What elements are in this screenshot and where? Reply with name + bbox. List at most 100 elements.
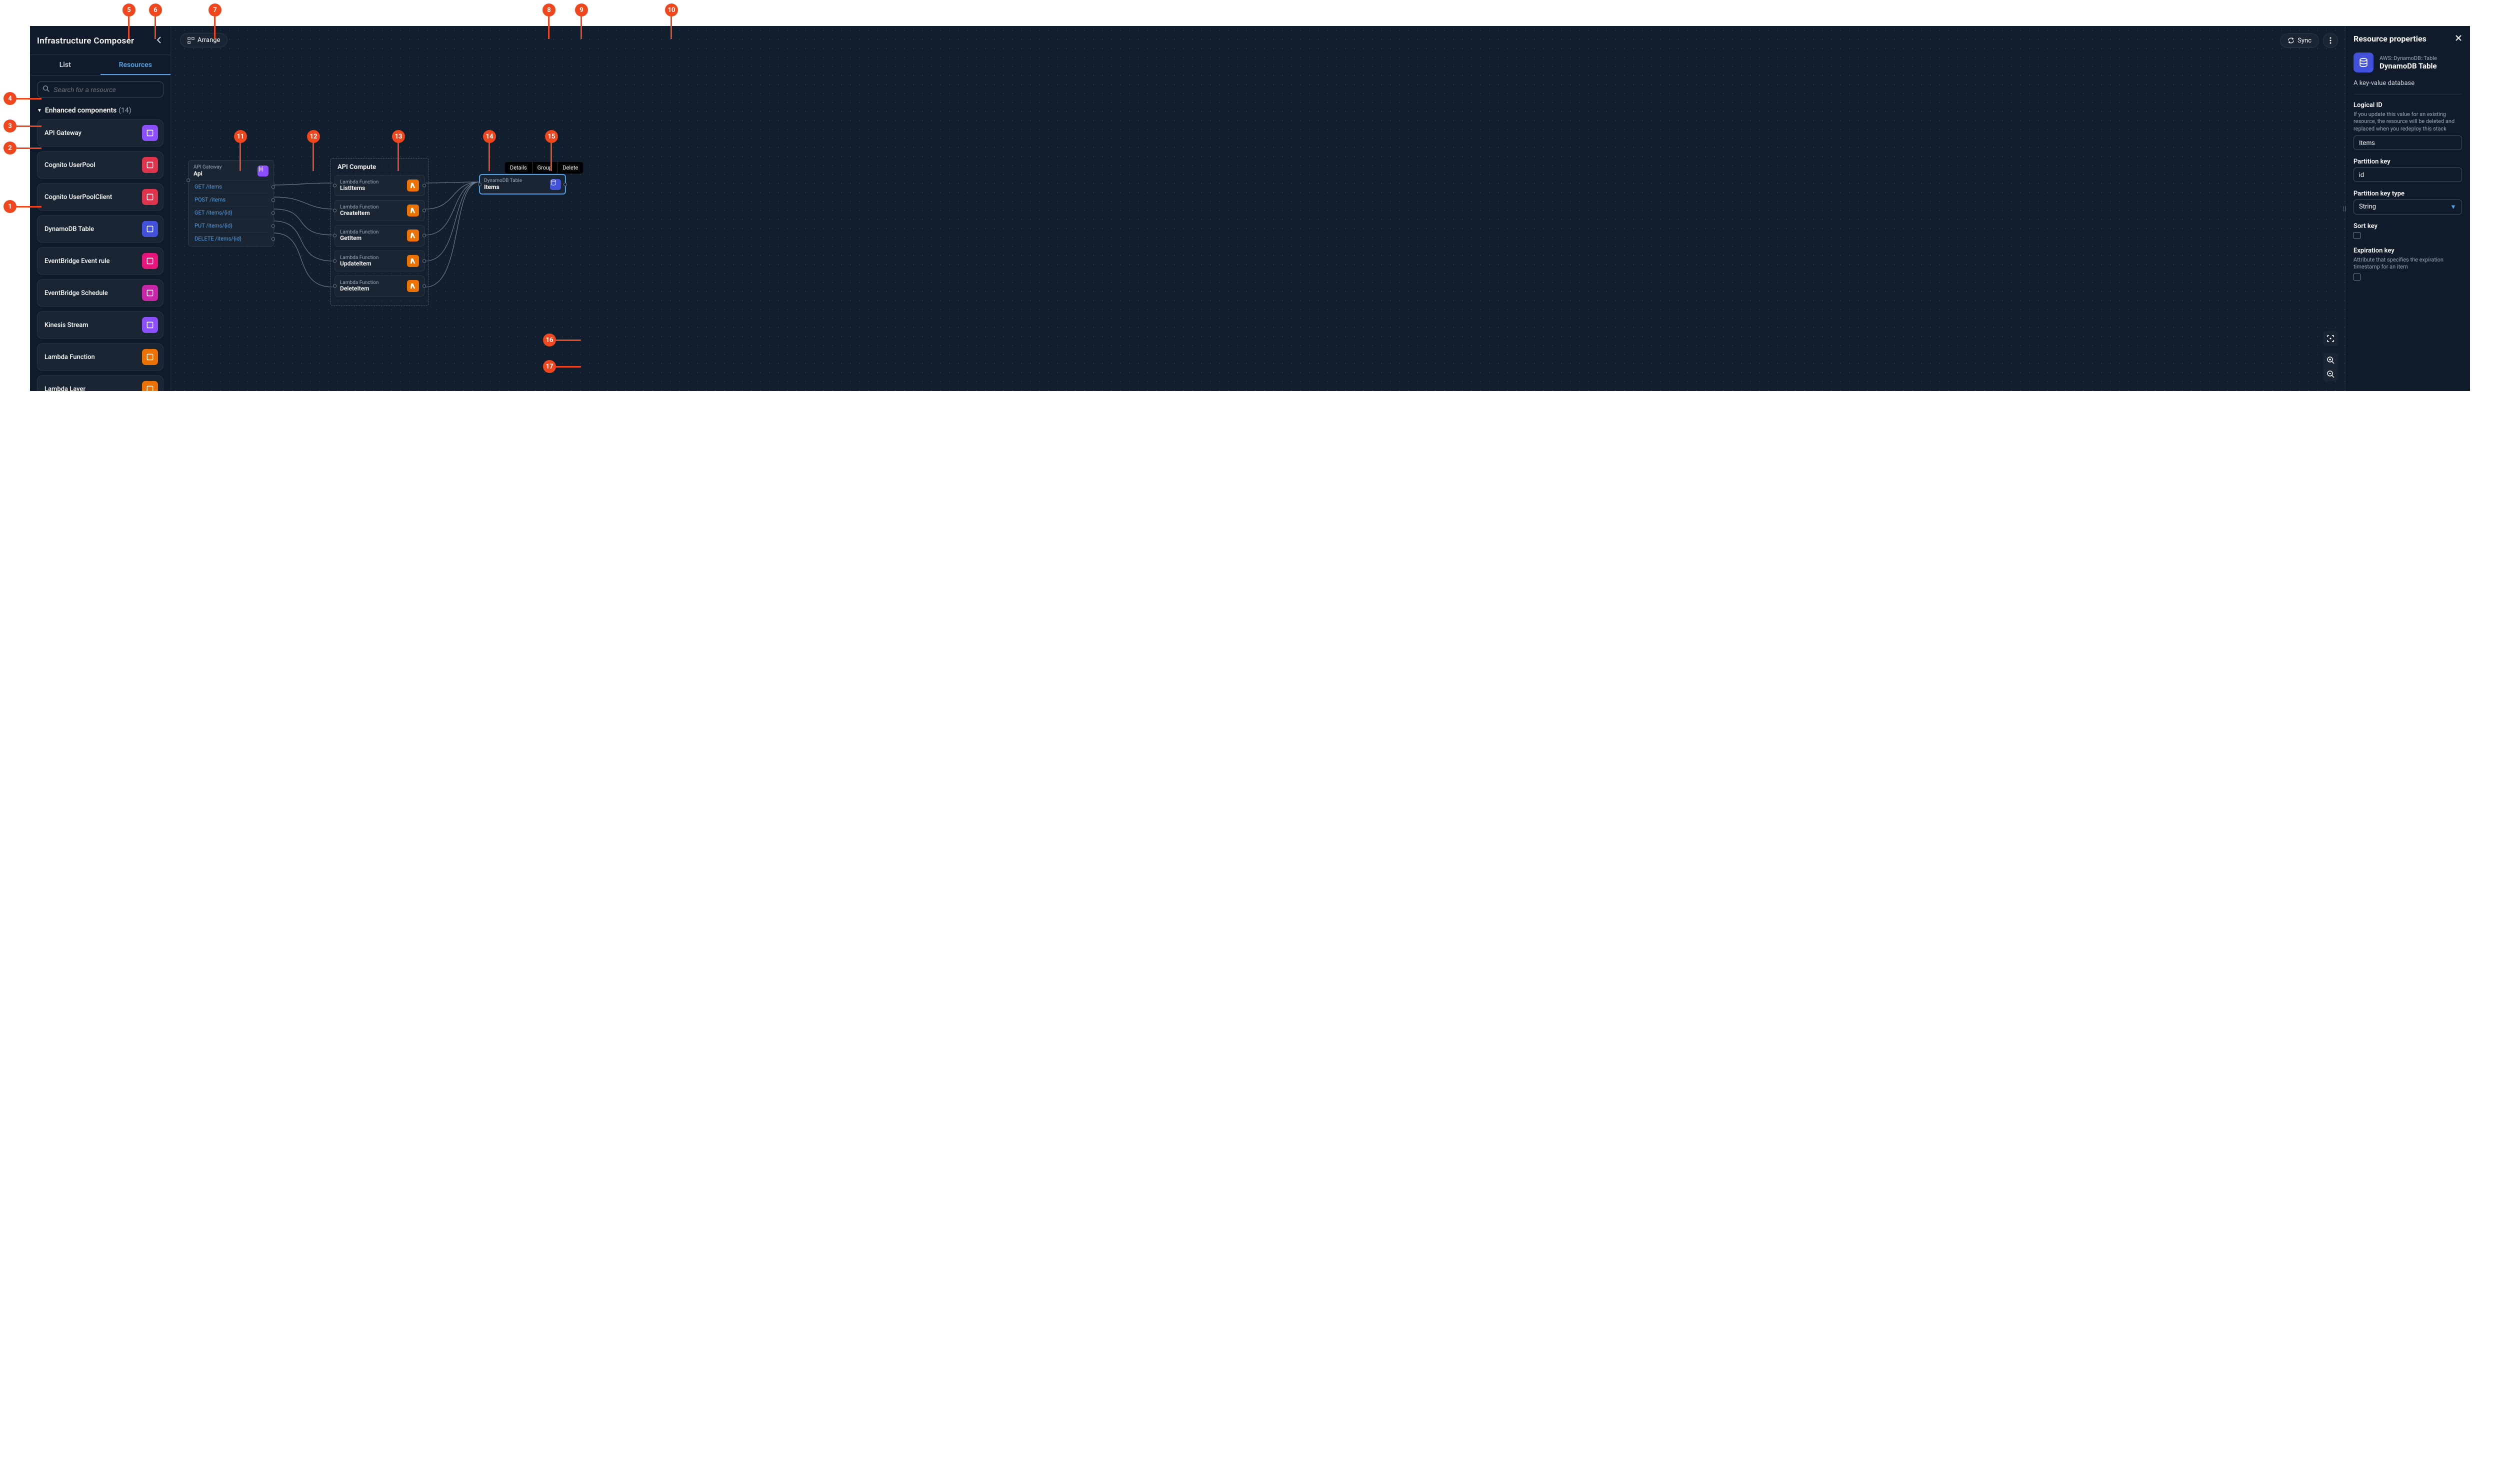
resource-label: Lambda Layer: [44, 386, 86, 392]
port-out[interactable]: [422, 234, 426, 238]
callout-marker: 9: [575, 4, 588, 16]
context-delete[interactable]: Delete: [558, 162, 583, 174]
port-in[interactable]: [478, 182, 482, 186]
resource-item[interactable]: Cognito UserPoolClient: [37, 184, 164, 210]
canvas[interactable]: Arrange Sync: [171, 26, 2345, 391]
partition-key-input[interactable]: [2354, 168, 2462, 182]
api-route[interactable]: GET /items: [192, 180, 270, 193]
callout-marker: 15: [545, 130, 558, 143]
expiration-key-checkbox[interactable]: [2354, 274, 2360, 280]
node-api-gateway[interactable]: API Gateway Api GET /itemsPOST /itemsGET…: [188, 160, 274, 246]
lambda-icon: [407, 204, 419, 216]
api-gateway-icon: [258, 166, 268, 176]
node-group-api-compute[interactable]: API Compute Lambda Function ListItems La…: [330, 158, 429, 306]
partition-key-type-select[interactable]: String ▼: [2354, 200, 2462, 214]
node-dynamodb-table[interactable]: DynamoDB Table Items: [479, 174, 566, 194]
more-menu-button[interactable]: [2323, 33, 2338, 48]
callout-line: [550, 143, 552, 171]
port-in[interactable]: [333, 184, 336, 188]
node-name: ListItems: [340, 185, 403, 192]
close-icon: [2455, 34, 2462, 42]
node-lambda[interactable]: Lambda Function DeleteItem: [334, 276, 424, 296]
port-out[interactable]: [272, 185, 275, 188]
field-label: Partition key: [2354, 158, 2462, 166]
connection-wires: [171, 26, 2345, 391]
chevron-down-icon: ▼: [2450, 203, 2456, 211]
app-title: Infrastructure Composer: [37, 36, 134, 46]
resource-item[interactable]: Lambda Function: [37, 344, 164, 370]
port-in[interactable]: [186, 178, 190, 182]
fit-view-button[interactable]: [2323, 331, 2338, 346]
port-out[interactable]: [272, 211, 275, 214]
callout-line: [580, 16, 582, 39]
callout-marker: 6: [149, 4, 162, 16]
resource-label: Kinesis Stream: [44, 322, 88, 329]
port-in[interactable]: [333, 209, 336, 212]
node-lambda[interactable]: Lambda Function CreateItem: [334, 200, 424, 221]
port-out[interactable]: [272, 198, 275, 202]
panel-resize-handle[interactable]: ||: [2342, 205, 2348, 212]
resource-icon: [142, 349, 158, 365]
resource-item[interactable]: Lambda Layer: [37, 376, 164, 391]
api-route[interactable]: POST /items: [192, 193, 270, 206]
resource-item[interactable]: Kinesis Stream: [37, 312, 164, 338]
arrange-button[interactable]: Arrange: [180, 33, 228, 48]
callout-marker: 4: [4, 92, 16, 105]
logical-id-input[interactable]: [2354, 136, 2462, 150]
field-label: Logical ID: [2354, 102, 2462, 109]
callout-marker: 16: [543, 334, 556, 346]
zoom-in-icon: [2326, 356, 2334, 364]
close-panel-button[interactable]: [2455, 34, 2462, 44]
port-out[interactable]: [422, 284, 426, 288]
field-label: Sort key: [2354, 222, 2462, 230]
api-route[interactable]: GET /items/{id}: [192, 206, 270, 219]
lambda-icon: [407, 180, 419, 192]
node-name: Items: [484, 184, 550, 190]
port-in[interactable]: [333, 284, 336, 288]
context-details[interactable]: Details: [505, 162, 532, 174]
node-lambda[interactable]: Lambda Function ListItems: [334, 175, 424, 196]
search-box[interactable]: [37, 82, 164, 98]
callout-marker: 12: [307, 130, 320, 143]
section-enhanced-components[interactable]: ▼ Enhanced components (14): [30, 102, 170, 120]
resource-icon: [142, 189, 158, 205]
port-out[interactable]: [422, 259, 426, 262]
callout-line: [154, 16, 156, 39]
sort-key-checkbox[interactable]: [2354, 232, 2360, 239]
resource-item[interactable]: EventBridge Schedule: [37, 280, 164, 306]
dynamodb-icon: [2354, 52, 2374, 72]
lambda-icon: [407, 280, 419, 292]
resource-item[interactable]: Cognito UserPool: [37, 152, 164, 178]
port-out[interactable]: [422, 209, 426, 212]
zoom-out-button[interactable]: [2323, 367, 2338, 381]
resource-icon: [142, 125, 158, 141]
port-out[interactable]: [272, 224, 275, 228]
node-lambda[interactable]: Lambda Function GetItem: [334, 225, 424, 246]
api-route[interactable]: DELETE /items/{id}: [192, 232, 270, 245]
port-in[interactable]: [333, 259, 336, 262]
field-partition-key: Partition key: [2354, 158, 2462, 182]
sync-button[interactable]: Sync: [2280, 34, 2319, 48]
fit-view-icon: [2326, 334, 2334, 342]
resource-item[interactable]: EventBridge Event rule: [37, 248, 164, 274]
port-out[interactable]: [422, 184, 426, 188]
props-resource-name: DynamoDB Table: [2380, 62, 2437, 70]
callout-marker: 1: [4, 200, 16, 213]
node-name: CreateItem: [340, 210, 403, 216]
tab-resources[interactable]: Resources: [100, 55, 171, 75]
field-sort-key: Sort key: [2354, 222, 2462, 239]
callout-marker: 13: [392, 130, 405, 143]
search-input[interactable]: [54, 86, 158, 94]
context-group[interactable]: Group: [532, 162, 558, 174]
tab-list[interactable]: List: [30, 55, 100, 75]
port-out[interactable]: [564, 182, 567, 186]
zoom-in-button[interactable]: [2323, 353, 2338, 367]
api-route[interactable]: PUT /items/{id}: [192, 219, 270, 232]
resource-item[interactable]: DynamoDB Table: [37, 216, 164, 242]
resource-item[interactable]: API Gateway: [37, 120, 164, 146]
port-in[interactable]: [333, 234, 336, 238]
node-lambda[interactable]: Lambda Function UpdateItem: [334, 250, 424, 272]
callout-marker: 3: [4, 120, 16, 132]
sync-label: Sync: [2298, 37, 2312, 44]
port-out[interactable]: [272, 237, 275, 240]
